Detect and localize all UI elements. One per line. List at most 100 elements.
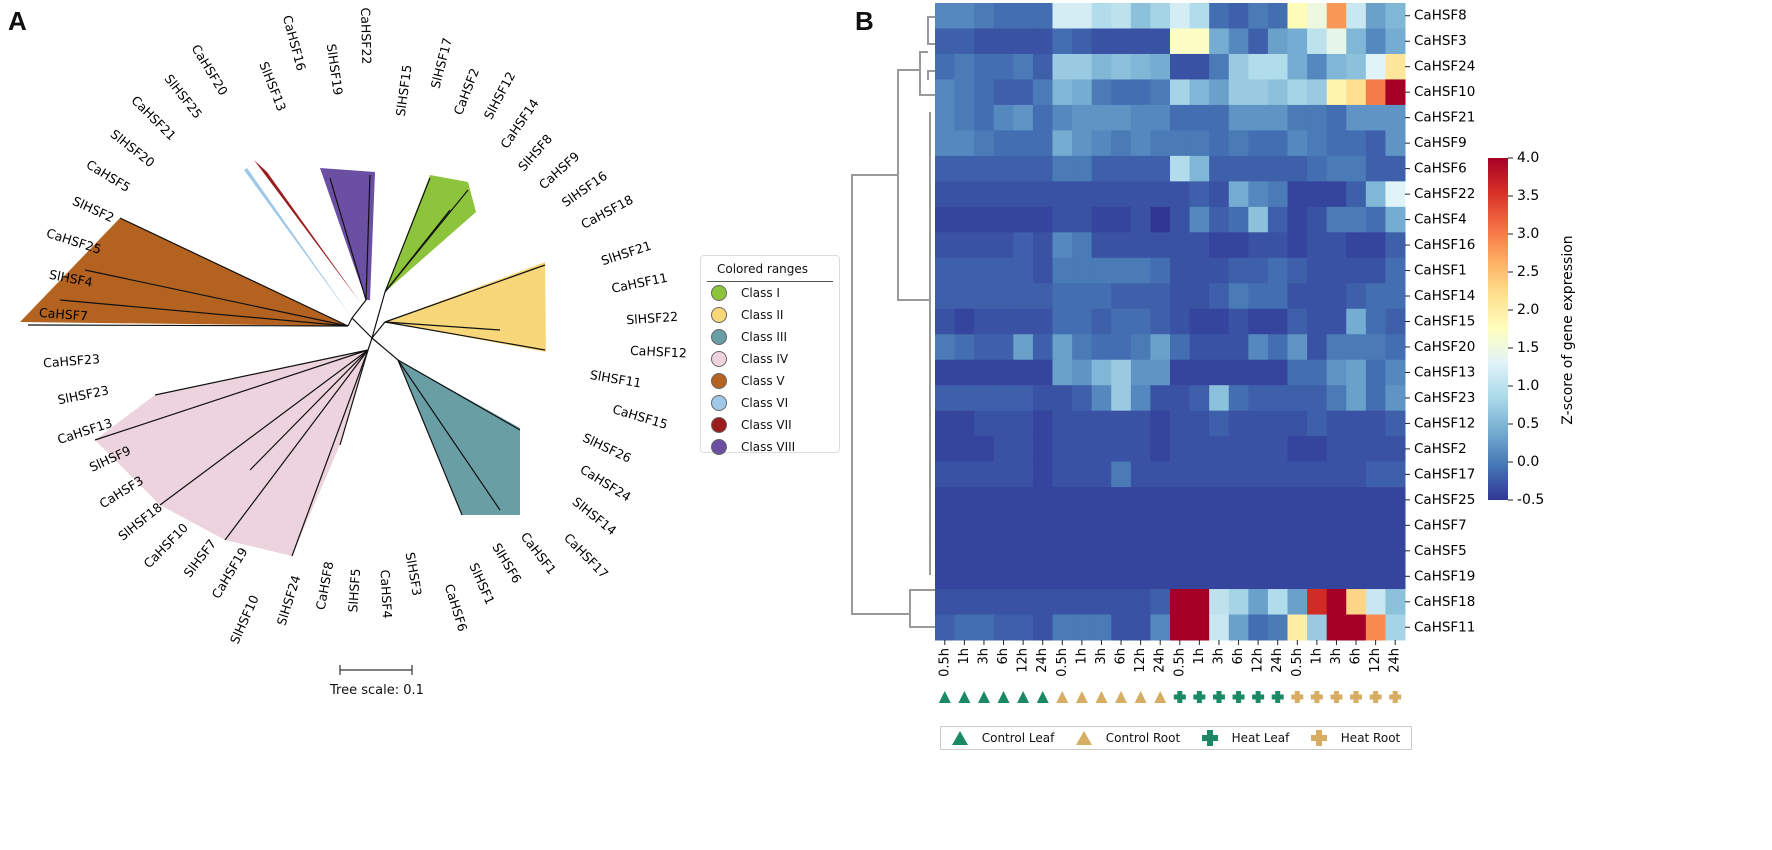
heatmap-cell bbox=[1052, 410, 1073, 437]
heatmap-cell bbox=[1130, 232, 1151, 259]
heatmap-cell bbox=[1189, 563, 1210, 590]
triangle-marker-icon bbox=[1154, 691, 1167, 703]
triangle-marker-icon bbox=[1036, 691, 1049, 703]
heatmap-cell bbox=[1032, 385, 1053, 412]
heatmap-cell bbox=[1287, 436, 1308, 463]
heatmap-cell bbox=[1248, 3, 1269, 29]
leaf-label: CaHSF3 bbox=[97, 473, 146, 511]
heatmap-cell bbox=[1189, 461, 1210, 488]
heatmap-cell bbox=[1013, 410, 1034, 437]
heatmap-cell bbox=[993, 181, 1014, 208]
column-label: 6h bbox=[1349, 648, 1364, 665]
heatmap-cell bbox=[1326, 589, 1347, 616]
heatmap-cell bbox=[1365, 436, 1386, 463]
triangle-marker-icon bbox=[977, 691, 990, 703]
heatmap-cell bbox=[1307, 104, 1328, 131]
heatmap-cell bbox=[974, 410, 995, 437]
heatmap-cell bbox=[1052, 130, 1073, 157]
heatmap-cell bbox=[1326, 79, 1347, 106]
heatmap-cell bbox=[1365, 461, 1386, 488]
row-label: CaHSF11 bbox=[1414, 619, 1475, 635]
heatmap-cell bbox=[1209, 512, 1230, 539]
heatmap-cell bbox=[1228, 461, 1249, 488]
leaf-label: SlHSF10 bbox=[227, 593, 262, 646]
heatmap-cell bbox=[1346, 232, 1367, 259]
heatmap-cell bbox=[1365, 512, 1386, 539]
cross-marker-icon bbox=[1193, 691, 1206, 703]
heatmap-cell bbox=[1326, 487, 1347, 514]
heatmap-cell bbox=[1385, 589, 1406, 616]
leaf-label: CaHSF7 bbox=[39, 305, 89, 324]
condition-legend-label: Control Leaf bbox=[981, 731, 1055, 745]
heatmap-cell bbox=[1130, 283, 1151, 310]
heatmap-cell bbox=[1209, 206, 1230, 233]
heatmap-cell bbox=[1385, 512, 1406, 539]
triangle-marker-icon bbox=[958, 691, 971, 703]
heatmap-cell bbox=[935, 308, 956, 335]
heatmap-cell bbox=[1111, 359, 1132, 386]
heatmap-cell bbox=[1365, 181, 1386, 208]
heatmap-cell bbox=[974, 589, 995, 616]
heatmap-cell bbox=[935, 181, 956, 208]
heatmap-cell bbox=[1326, 181, 1347, 208]
heatmap-cell bbox=[1091, 614, 1112, 641]
cross-marker-icon bbox=[1389, 691, 1402, 703]
leaf-label: CaHSF1 bbox=[518, 529, 560, 577]
heatmap-cell bbox=[1072, 563, 1093, 590]
heatmap-cell bbox=[954, 3, 975, 29]
heatmap-cell bbox=[1365, 563, 1386, 590]
heatmap-cell bbox=[1228, 28, 1249, 55]
colorbar-tick-label: 1.0 bbox=[1517, 378, 1539, 394]
heatmap-cell bbox=[1091, 512, 1112, 539]
heatmap-cell bbox=[1032, 487, 1053, 514]
heatmap-cell bbox=[1150, 589, 1171, 616]
heatmap-cell bbox=[1385, 461, 1406, 488]
heatmap-cell bbox=[1365, 28, 1386, 55]
column-label: 1h bbox=[1309, 648, 1324, 665]
tree-branch bbox=[384, 321, 501, 331]
row-label: CaHSF14 bbox=[1414, 288, 1475, 304]
heatmap-cell bbox=[1365, 206, 1386, 233]
heatmap-cell bbox=[1267, 436, 1288, 463]
heatmap-cell bbox=[1365, 614, 1386, 641]
leaf-label: SlHSF2 bbox=[70, 193, 116, 225]
heatmap-cell bbox=[1385, 3, 1406, 29]
heatmap-cell bbox=[1150, 181, 1171, 208]
leaf-label: CaHSF11 bbox=[610, 270, 669, 296]
heatmap-cell bbox=[974, 308, 995, 335]
heatmap-cell bbox=[1091, 181, 1112, 208]
heatmap-cell bbox=[1365, 104, 1386, 131]
legend-item: Class III bbox=[701, 326, 839, 348]
heatmap-cell bbox=[1228, 181, 1249, 208]
leaf-label: CaHSF8 bbox=[313, 560, 337, 611]
heatmap-cell bbox=[1248, 232, 1269, 259]
heatmap-cell bbox=[1111, 308, 1132, 335]
heatmap-cell bbox=[1150, 53, 1171, 80]
heatmap-cell bbox=[1326, 3, 1347, 29]
heatmap-cell bbox=[1189, 232, 1210, 259]
heatmap-cell bbox=[1307, 334, 1328, 361]
heatmap-cell bbox=[1111, 206, 1132, 233]
heatmap-cell bbox=[1013, 283, 1034, 310]
heatmap-cell bbox=[1307, 385, 1328, 412]
heatmap-cell bbox=[1150, 232, 1171, 259]
heatmap-cell bbox=[1385, 53, 1406, 80]
heatmap-cell bbox=[993, 410, 1014, 437]
heatmap-cell bbox=[1032, 155, 1053, 182]
heatmap-cell bbox=[1072, 308, 1093, 335]
heatmap-cell bbox=[1267, 130, 1288, 157]
heatmap-cell bbox=[1228, 589, 1249, 616]
heatmap-cell bbox=[974, 461, 995, 488]
heatmap-cell bbox=[1209, 614, 1230, 641]
heatmap-cell bbox=[1150, 512, 1171, 539]
heatmap-cell bbox=[1228, 487, 1249, 514]
row-label: CaHSF25 bbox=[1414, 492, 1475, 508]
heatmap-cell bbox=[1346, 257, 1367, 284]
heatmap-cell bbox=[1267, 28, 1288, 55]
heatmap-cell bbox=[1267, 614, 1288, 641]
heatmap-cell bbox=[935, 79, 956, 106]
heatmap-cell bbox=[1052, 206, 1073, 233]
row-label: CaHSF13 bbox=[1414, 364, 1475, 380]
condition-legend: Control Leaf Control Root Heat Leaf Heat Ro… bbox=[940, 726, 1412, 750]
cross-marker-icon bbox=[1310, 691, 1323, 703]
